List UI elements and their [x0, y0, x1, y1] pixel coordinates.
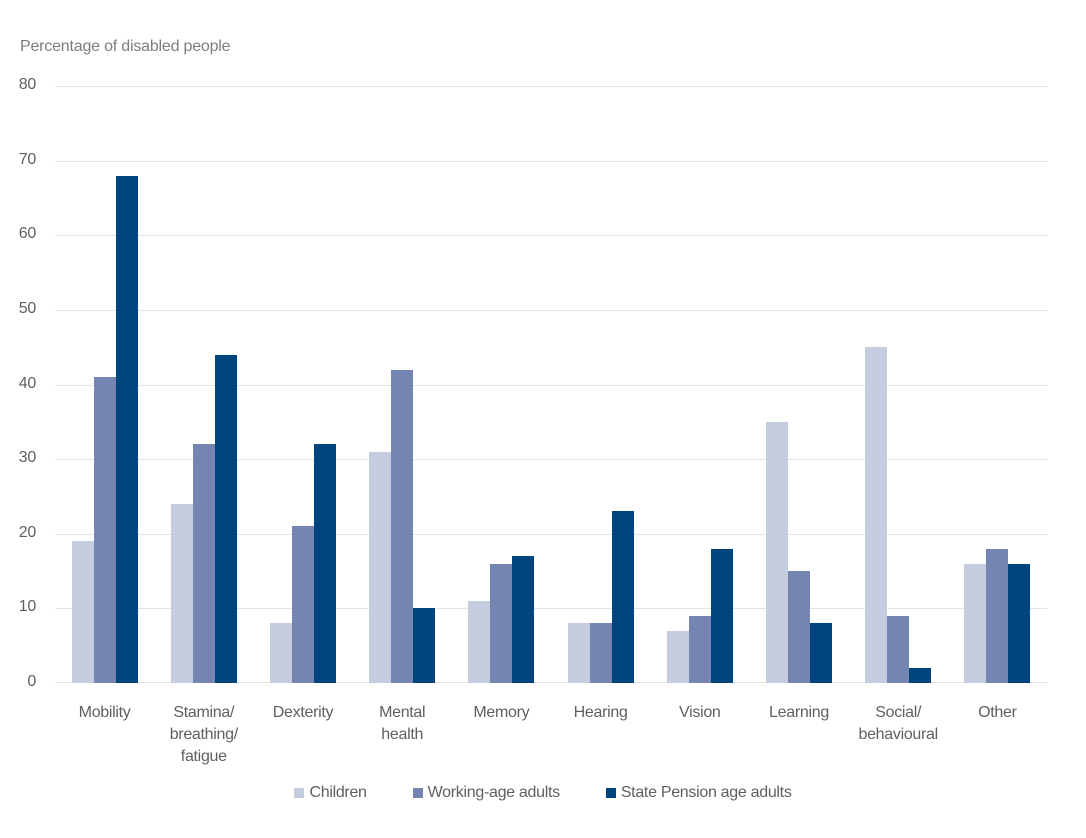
bar: [887, 615, 910, 683]
plot-area: [55, 86, 1047, 683]
gridline: [55, 608, 1047, 610]
y-tick-label: 70: [18, 150, 37, 168]
y-tick-label: 50: [18, 299, 37, 317]
bar: [292, 526, 314, 683]
bar: [710, 548, 733, 683]
gridline: [55, 459, 1047, 461]
bar: [567, 623, 590, 683]
legend-marker: [605, 788, 616, 798]
bar: [170, 503, 193, 683]
bar: [964, 563, 987, 683]
y-tick-label: 40: [18, 374, 37, 392]
bar: [589, 623, 612, 683]
x-category-label: Other: [978, 704, 1017, 721]
bar: [468, 600, 491, 683]
x-category-label: Mental health: [379, 704, 426, 743]
x-category-label: Learning: [769, 704, 829, 721]
bar: [865, 347, 888, 683]
bar: [413, 608, 436, 683]
bar: [192, 444, 215, 683]
bar: [766, 421, 788, 683]
chart-title: Percentage of disabled people: [20, 38, 231, 55]
gridline: [55, 682, 1047, 683]
gridline: [55, 533, 1047, 535]
bar: [512, 556, 535, 683]
gridline: [55, 160, 1047, 162]
y-tick-label: 30: [18, 449, 37, 467]
bar: [93, 377, 116, 683]
bar: [314, 444, 336, 683]
legend-item: State Pension age adults: [605, 784, 792, 802]
legend-item: Working-age adults: [412, 784, 560, 802]
legend-marker: [294, 788, 305, 798]
bar: [115, 175, 138, 683]
x-category-label: Stamina/breathing/fatigue: [169, 704, 238, 765]
x-category-label: Social/behavioural: [858, 704, 938, 743]
bar: [490, 563, 513, 683]
legend-label: Working-age adults: [427, 784, 560, 801]
legend: Children Working-age adults State Pension …: [0, 784, 1086, 802]
bar: [71, 541, 94, 683]
y-tick-label: 0: [27, 673, 36, 690]
legend-label: Children: [309, 784, 367, 801]
legend-label: State Pension age adults: [620, 784, 792, 801]
y-tick-label: 20: [18, 523, 37, 541]
gridline: [55, 309, 1047, 311]
gridline: [55, 86, 1047, 87]
bar: [369, 451, 392, 683]
bar: [391, 369, 414, 683]
x-category-label: Mobility: [78, 704, 131, 721]
bar: [270, 623, 292, 683]
bar: [1008, 563, 1031, 683]
bar: [666, 630, 689, 683]
x-category-label: Vision: [679, 704, 721, 721]
legend-marker: [412, 788, 423, 798]
y-tick-label: 60: [18, 225, 37, 243]
bar: [810, 623, 832, 683]
x-category-label: Dexterity: [272, 704, 334, 721]
y-tick-label: 80: [18, 76, 37, 93]
gridline: [55, 235, 1047, 237]
bar: [214, 354, 237, 683]
x-category-label: Memory: [473, 704, 530, 721]
gridline: [55, 384, 1047, 386]
bar: [688, 615, 711, 683]
bar: [611, 511, 634, 683]
bar: [788, 571, 810, 683]
y-tick-label: 10: [18, 598, 37, 616]
x-category-label: Hearing: [573, 704, 628, 721]
bar: [909, 668, 932, 683]
legend-item: Children: [294, 784, 367, 802]
bar: [986, 548, 1009, 683]
